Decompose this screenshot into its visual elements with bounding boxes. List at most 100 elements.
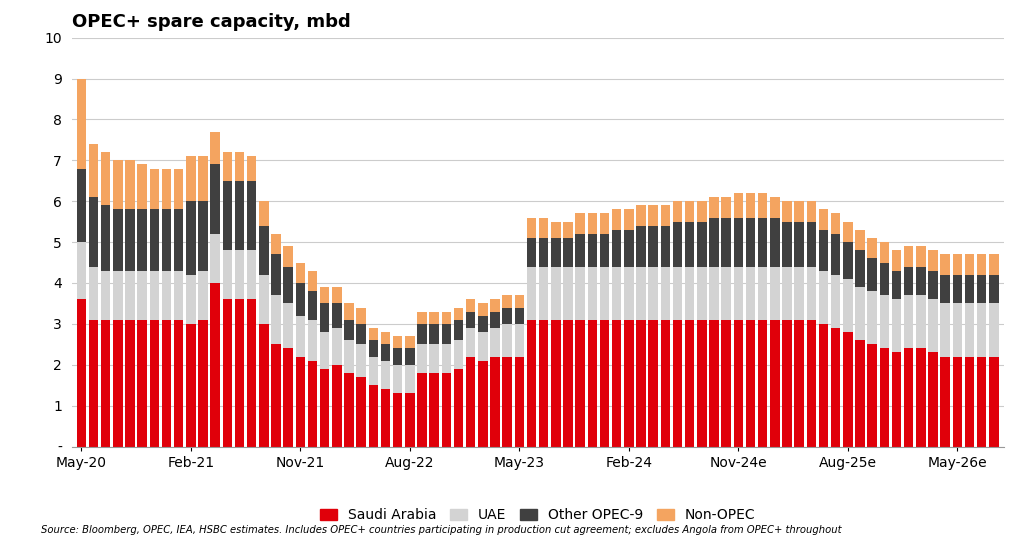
Bar <box>515 295 524 308</box>
Bar <box>880 295 889 349</box>
Bar <box>77 299 86 447</box>
Bar <box>575 214 585 234</box>
Bar <box>648 206 657 226</box>
Bar <box>418 324 427 344</box>
Bar <box>137 165 147 209</box>
Bar <box>880 242 889 263</box>
Bar <box>697 267 707 320</box>
Bar <box>660 267 670 320</box>
Bar <box>989 254 998 275</box>
Bar <box>830 234 841 275</box>
Bar <box>904 246 913 267</box>
Bar <box>296 357 305 447</box>
Bar <box>89 267 98 320</box>
Bar <box>636 267 646 320</box>
Bar <box>526 320 537 447</box>
Bar <box>162 168 171 209</box>
Bar <box>308 320 317 360</box>
Bar <box>89 320 98 447</box>
Bar <box>892 250 901 271</box>
Bar <box>843 222 853 242</box>
Bar <box>867 344 877 447</box>
Bar <box>588 214 597 234</box>
Bar <box>490 299 500 312</box>
Bar <box>710 197 719 217</box>
Bar <box>867 258 877 291</box>
Bar <box>222 299 232 447</box>
Bar <box>722 267 731 320</box>
Bar <box>648 226 657 267</box>
Bar <box>162 320 171 447</box>
Bar <box>478 332 487 360</box>
Bar <box>234 152 245 181</box>
Bar <box>406 365 415 393</box>
Bar <box>928 352 938 447</box>
Bar <box>234 250 245 299</box>
Bar <box>114 209 123 271</box>
Bar <box>807 201 816 222</box>
Bar <box>77 168 86 242</box>
Bar <box>356 377 366 447</box>
Bar <box>526 238 537 267</box>
Bar <box>369 328 378 340</box>
Bar <box>319 303 330 332</box>
Bar <box>429 373 439 447</box>
Bar <box>855 287 864 340</box>
Bar <box>319 287 330 303</box>
Bar <box>356 308 366 324</box>
Bar <box>819 324 828 447</box>
Bar <box>418 312 427 324</box>
Bar <box>344 320 353 340</box>
Bar <box>624 320 634 447</box>
Bar <box>758 193 767 217</box>
Bar <box>795 320 804 447</box>
Bar <box>478 360 487 447</box>
Bar <box>222 152 232 181</box>
Bar <box>722 197 731 217</box>
Bar <box>563 238 572 267</box>
Bar <box>406 336 415 349</box>
Bar <box>539 267 549 320</box>
Bar <box>745 193 756 217</box>
Bar <box>904 349 913 447</box>
Bar <box>211 132 220 165</box>
Bar <box>234 181 245 250</box>
Bar <box>697 201 707 222</box>
Bar <box>454 320 463 340</box>
Bar <box>125 320 135 447</box>
Bar <box>685 201 694 222</box>
Bar <box>928 250 938 271</box>
Bar <box>551 222 560 238</box>
Bar <box>892 299 901 352</box>
Bar <box>211 234 220 283</box>
Bar <box>441 373 452 447</box>
Bar <box>612 267 622 320</box>
Bar <box>588 320 597 447</box>
Bar <box>843 242 853 279</box>
Bar <box>952 357 962 447</box>
Bar <box>916 295 926 349</box>
Bar <box>855 340 864 447</box>
Bar <box>843 332 853 447</box>
Bar <box>418 344 427 373</box>
Bar <box>636 226 646 267</box>
Bar <box>89 144 98 197</box>
Bar <box>101 271 111 320</box>
Bar <box>356 344 366 377</box>
Bar <box>441 324 452 344</box>
Bar <box>551 267 560 320</box>
Bar <box>685 320 694 447</box>
Bar <box>551 320 560 447</box>
Bar <box>381 332 390 344</box>
Bar <box>271 295 281 344</box>
Bar <box>332 287 342 303</box>
Bar <box>441 312 452 324</box>
Bar <box>114 160 123 209</box>
Bar <box>989 275 998 303</box>
Bar <box>965 275 974 303</box>
Bar <box>904 267 913 295</box>
Bar <box>454 308 463 320</box>
Bar <box>393 393 402 447</box>
Bar <box>234 299 245 447</box>
Bar <box>722 217 731 267</box>
